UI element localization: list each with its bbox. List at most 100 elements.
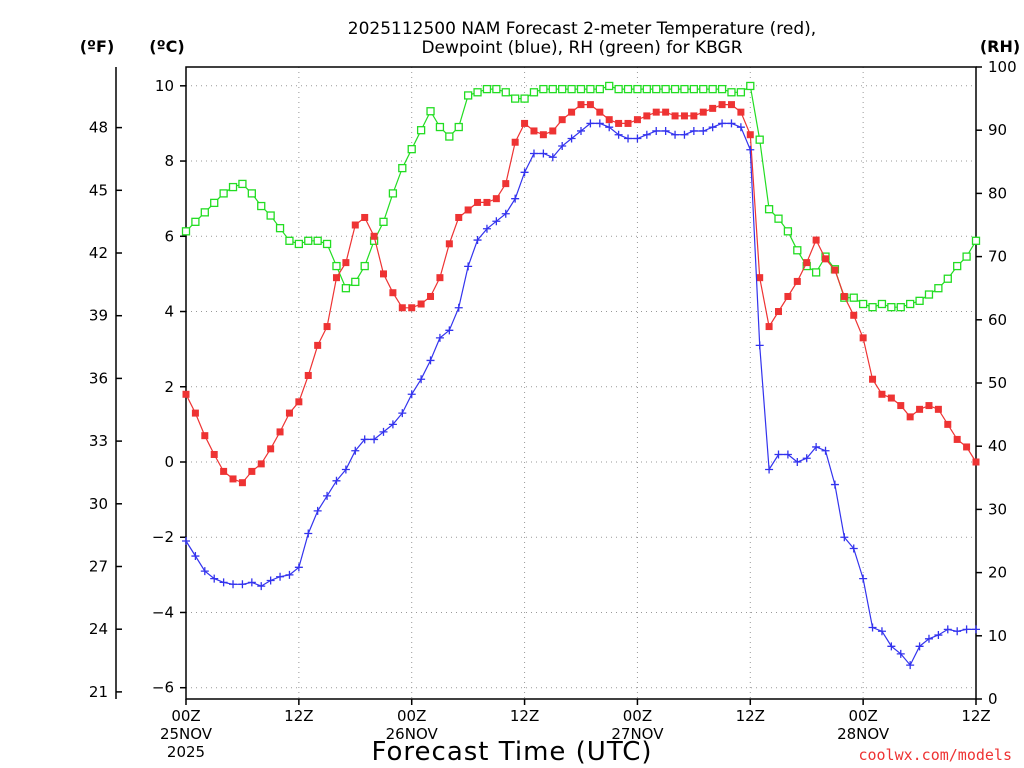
rh-point [191,217,200,226]
rh-point [473,88,482,97]
rh-tick-label: 30 [988,500,1007,518]
rh-point [247,189,256,198]
rh-point [623,84,633,94]
rh-point [849,293,858,302]
rh-point [238,179,247,189]
rh-point [633,84,642,94]
temperature-point [916,405,924,413]
temperature-point [314,341,322,349]
dewpoint-point [558,142,567,150]
dewpoint-point [370,435,379,444]
dewpoint-point [802,454,811,463]
temperature-point [351,221,359,229]
dewpoint-point [464,262,473,271]
rh-point [783,227,793,236]
rh-point [811,268,821,277]
dewpoint-point [830,480,839,489]
rh-point [746,81,755,91]
dewpoint-point [473,236,482,245]
temperature-point [784,292,792,300]
rh-point [322,239,332,249]
rh-point [529,88,539,97]
temperature-point [577,101,585,109]
celsius-tick-label: 2 [164,378,174,396]
temperature-point [323,323,331,331]
temperature-point [257,460,265,468]
rh-point [445,132,454,141]
rh-point [924,290,934,299]
temperature-point [586,101,594,109]
temperature-point [775,308,782,316]
temperature-point [934,405,942,413]
rh-point [285,236,294,245]
rh-point [915,296,924,305]
rh-point [388,189,398,198]
dewpoint-point [501,209,510,218]
temperature-point [304,371,312,379]
credit-text: coolwx.com/models [858,746,1012,764]
temperature-point [596,108,604,116]
dewpoint-point [934,631,943,640]
dewpoint-point [511,194,520,203]
rh-point [520,94,529,103]
temperature-point [502,180,510,188]
dewpoint-point [953,627,962,636]
celsius-tick-label: −4 [152,603,174,621]
dewpoint-point [736,123,745,132]
fahrenheit-tick-label: 30 [89,495,108,513]
temperature-point [380,270,387,278]
dewpoint-point [877,627,886,636]
dewpoint-point [821,446,830,455]
x-tick-label: 27NOV [611,725,664,743]
rh-point [576,84,586,94]
temperature-point [455,213,463,221]
rh-point [294,239,304,249]
temperature-point [850,311,858,319]
rh-point [717,84,727,94]
dewpoint-point [840,533,849,542]
dewpoint-point [238,580,247,589]
temperature-point [812,236,820,244]
rh-tick-label: 80 [988,184,1007,202]
fahrenheit-tick-label: 21 [89,683,108,701]
x-tick-label: 00Z [623,707,652,725]
rh-point [661,84,670,94]
rh-point [548,84,557,94]
rh-point [896,303,905,312]
temperature-point [238,479,246,487]
rh-point [558,84,567,94]
x-tick-label: 12Z [510,707,539,725]
x-tick-label: 00Z [171,707,200,725]
temperature-point [643,112,651,120]
rh-point [482,84,492,94]
temperature-point [474,198,482,206]
rh-point [511,94,520,103]
dewpoint-point [276,572,285,581]
temperature-point [558,116,566,124]
dewpoint-point [642,130,651,139]
temperature-point [521,119,529,127]
temperature-point [568,108,576,116]
rh-point [313,236,322,245]
celsius-tick-label: −2 [152,528,174,546]
dewpoint-point [210,574,219,583]
temperature-point [361,213,369,221]
rh-point [906,299,915,309]
dewpoint-point [539,149,548,158]
dewpoint-point [398,409,407,418]
rh-point [868,303,877,312]
fahrenheit-tick-label: 48 [89,119,108,137]
dewpoint-point [379,427,388,436]
rh-point [699,84,708,94]
dewpoint-point [577,126,585,135]
dewpoint-point [360,435,369,444]
dewpoint-point [774,450,783,459]
dewpoint-point [708,123,717,132]
rh-point [727,88,736,97]
dewpoint-point [727,119,736,128]
dewpoint-point [624,134,633,143]
temperature-point [605,116,613,124]
dewpoint-point [417,375,426,384]
